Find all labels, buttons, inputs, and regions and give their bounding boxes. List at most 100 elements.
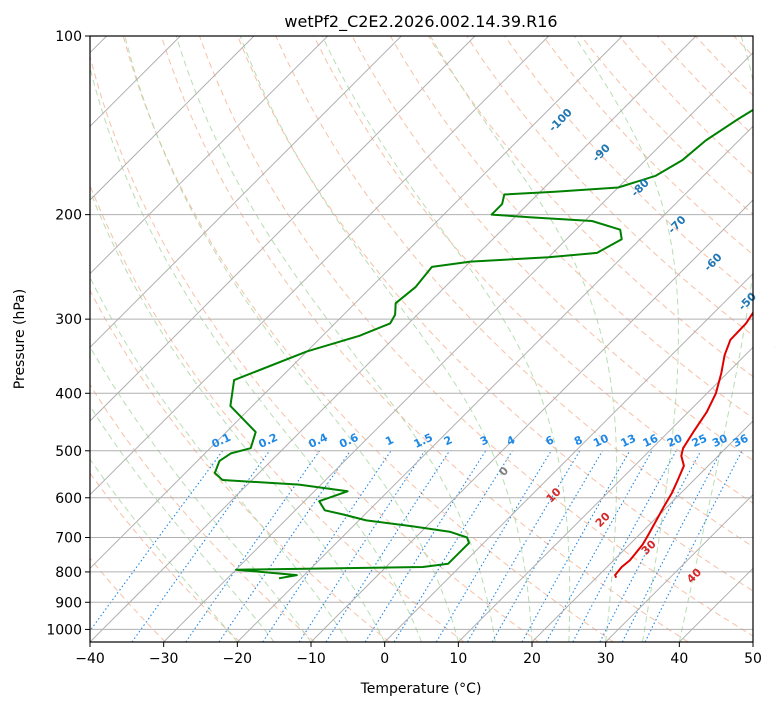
adiabat-label: 10: [544, 485, 564, 505]
mixing-ratio-label: 30: [710, 432, 730, 450]
dry-adiabat-line: [237, 36, 753, 592]
adiabat-label: -50: [736, 290, 759, 313]
mixing-ratio-line: [599, 450, 702, 642]
mixing-ratio-label: 13: [619, 432, 638, 450]
mixing-ratio-line: [325, 450, 451, 642]
chart-title: wetPf2_C2E2.2026.002.14.39.R16: [284, 12, 557, 32]
dry-adiabat-line: [542, 36, 753, 256]
mixing-ratio-label: 8: [572, 433, 584, 448]
x-tick-label: 20: [523, 651, 541, 667]
isotherm-line: [90, 36, 476, 422]
moist-adiabat-line: [90, 65, 422, 642]
dewpoint-profile-line: [213, 108, 753, 580]
adiabat-label: 20: [593, 510, 613, 530]
x-axis-label: Temperature (°C): [360, 681, 482, 697]
dry-adiabat-line: [313, 36, 753, 504]
profile-series: [213, 108, 753, 580]
adiabat-label: 0: [497, 464, 512, 479]
y-tick-label: 1000: [46, 622, 82, 638]
moist-adiabat-line: [90, 276, 349, 642]
y-tick-label: 600: [55, 491, 82, 507]
moist-adiabat-line: [90, 405, 275, 642]
y-tick-label: 800: [55, 565, 82, 581]
y-tick-label: 500: [55, 444, 82, 460]
adiabat-label: 40: [684, 566, 704, 586]
mixing-ratio-label: 20: [665, 432, 685, 450]
moist-adiabat-line: [90, 189, 386, 642]
x-tick-label: 50: [744, 651, 762, 667]
moist-adiabat-line: [321, 36, 571, 642]
adiabat-label: 30: [639, 537, 659, 557]
moist-adiabat-line: [124, 36, 459, 642]
dry-adiabat-line: [389, 36, 753, 419]
y-axis-label: Pressure (hPa): [12, 289, 28, 389]
mixing-ratio-line: [298, 450, 426, 642]
x-tick-label: 40: [670, 651, 688, 667]
isotherm-line: [310, 199, 753, 642]
isotherm-line: [531, 420, 753, 642]
isotherm-line: [90, 36, 255, 201]
isotherm-line: [605, 493, 753, 642]
isotherm-line: [90, 36, 550, 496]
x-tick-label: −40: [75, 651, 105, 667]
dry-adiabat-line: [122, 36, 614, 642]
x-tick-label: −20: [223, 651, 253, 667]
mixing-ratio-label: 25: [690, 432, 709, 450]
mixing-ratio-line: [572, 450, 677, 642]
mixing-ratio-label: 2: [442, 433, 454, 448]
x-tick-label: −10: [296, 651, 326, 667]
moist-adiabat-line: [90, 458, 238, 642]
y-tick-label: 900: [55, 595, 82, 611]
y-tick-label: 100: [55, 29, 82, 45]
dry-adiabat-line: [90, 472, 241, 642]
mixing-ratio-line: [131, 450, 271, 642]
temperature-profile-line: [614, 310, 753, 579]
mixing-ratio-line: [521, 450, 631, 642]
mixing-ratio-label: 10: [591, 432, 611, 450]
adiabat-label: -40: [770, 329, 775, 352]
mixing-ratio-label: 1: [383, 433, 395, 448]
moist-adiabat-line: [90, 345, 312, 642]
y-tick-label: 200: [55, 208, 82, 224]
isotherm-line: [90, 36, 697, 642]
mixing-ratio-label: 36: [731, 432, 751, 450]
dry-adiabat-line: [160, 36, 689, 642]
isotherm-line: [90, 36, 402, 349]
y-tick-label: 700: [55, 531, 82, 547]
dry-adiabat-line: [695, 36, 753, 97]
grid-lines: [90, 36, 753, 642]
mixing-ratio-line: [621, 450, 722, 642]
y-axis-ticks: 100 200 300 400 500 600 700 800 900 1000: [46, 29, 90, 638]
x-tick-label: −30: [149, 651, 179, 667]
isotherm-line: [457, 346, 753, 642]
dry-adiabat-line: [466, 36, 753, 337]
isotherm-line: [163, 51, 753, 642]
dry-adiabat-line: [733, 36, 753, 57]
moist-adiabat-line: [239, 36, 533, 642]
x-tick-label: 0: [380, 651, 389, 667]
x-tick-label: 10: [449, 651, 467, 667]
adiabat-label: -90: [590, 141, 613, 164]
isotherm-line: [236, 125, 753, 642]
background-lines: [90, 36, 753, 642]
moist-adiabat-line: [678, 36, 753, 642]
mixing-ratio-line: [90, 450, 224, 632]
dry-adiabat-line: [90, 383, 316, 642]
dry-adiabat-line: [275, 36, 753, 548]
mixing-ratio-line: [262, 450, 392, 642]
isotherm-line: [90, 36, 329, 275]
dry-adiabat-line: [90, 289, 390, 642]
adiabat-label: -60: [701, 250, 724, 273]
mixing-ratio-line: [545, 450, 653, 642]
x-tick-label: 30: [597, 651, 615, 667]
dry-adiabat-line: [504, 36, 753, 296]
adiabat-label: -100: [546, 106, 575, 135]
moist-adiabat-line: [175, 36, 496, 642]
dry-adiabat-line: [90, 184, 465, 642]
mixing-ratio-line: [218, 450, 351, 642]
dry-adiabat-line: [427, 36, 753, 378]
x-axis-ticks: −40 −30 −20 −10 0 10 20 30 40 50: [75, 642, 762, 667]
mixing-ratio-label: 0.4: [307, 431, 330, 451]
